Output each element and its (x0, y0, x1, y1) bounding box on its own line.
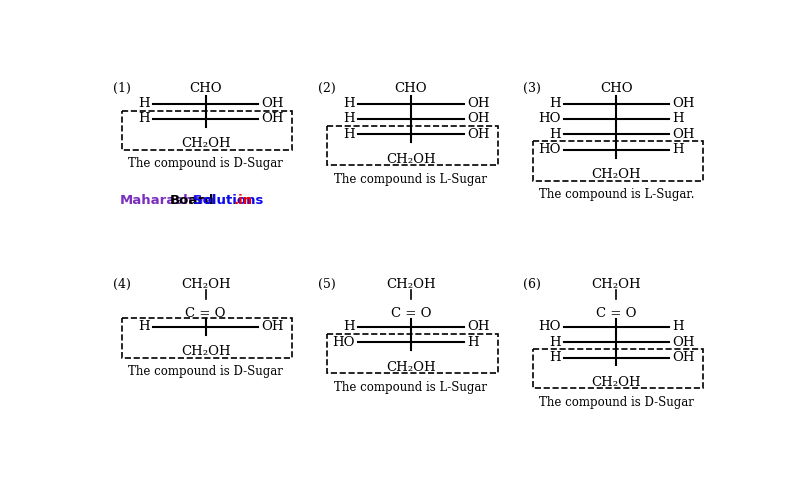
Text: (3): (3) (524, 82, 541, 95)
Text: (1): (1) (112, 82, 131, 95)
Text: H: H (672, 321, 684, 334)
Text: .in: .in (234, 195, 253, 207)
Text: The compound is D-Sugar: The compound is D-Sugar (539, 396, 694, 409)
Text: H: H (672, 112, 684, 125)
Text: HO: HO (538, 112, 561, 125)
Text: H: H (343, 97, 356, 110)
Text: HO: HO (333, 336, 356, 349)
Text: H: H (467, 336, 478, 349)
Bar (122, 110, 292, 150)
Text: CH₂OH: CH₂OH (386, 153, 436, 166)
Text: H: H (343, 112, 356, 125)
Text: (5): (5) (318, 278, 336, 291)
Text: OH: OH (467, 321, 490, 334)
Text: The compound is D-Sugar: The compound is D-Sugar (128, 157, 283, 170)
Bar (532, 141, 703, 180)
Text: OH: OH (467, 128, 490, 141)
Text: H: H (343, 128, 356, 141)
Text: C = O: C = O (391, 307, 431, 320)
Text: H: H (549, 351, 561, 364)
Text: CH₂OH: CH₂OH (181, 278, 230, 291)
Text: H: H (549, 128, 561, 141)
Text: H: H (138, 97, 149, 110)
Text: OH: OH (467, 97, 490, 110)
Text: CHO: CHO (394, 82, 427, 95)
Text: OH: OH (467, 112, 490, 125)
Bar (532, 349, 703, 389)
Text: H: H (343, 321, 356, 334)
Text: CH₂OH: CH₂OH (386, 361, 436, 374)
Bar (122, 319, 292, 358)
Text: H: H (138, 112, 149, 125)
Text: OH: OH (262, 112, 284, 125)
Bar (327, 126, 498, 165)
Text: H: H (549, 336, 561, 349)
Text: CHO: CHO (600, 82, 633, 95)
Text: HO: HO (538, 143, 561, 156)
Text: Board: Board (170, 195, 214, 207)
Text: OH: OH (672, 128, 695, 141)
Text: CH₂OH: CH₂OH (591, 278, 642, 291)
Text: OH: OH (262, 321, 284, 334)
Text: OH: OH (672, 336, 695, 349)
Text: CH₂OH: CH₂OH (181, 138, 230, 151)
Text: (2): (2) (318, 82, 336, 95)
Text: HO: HO (538, 321, 561, 334)
Text: Maharashtra: Maharashtra (120, 195, 215, 207)
Text: The compound is D-Sugar: The compound is D-Sugar (128, 365, 283, 379)
Text: The compound is L-Sugar: The compound is L-Sugar (335, 173, 487, 186)
Text: OH: OH (262, 97, 284, 110)
Text: CH₂OH: CH₂OH (386, 278, 436, 291)
Text: C = O: C = O (596, 307, 637, 320)
Text: (4): (4) (112, 278, 131, 291)
Text: (6): (6) (524, 278, 541, 291)
Text: The compound is L-Sugar: The compound is L-Sugar (335, 381, 487, 394)
Text: Solutions: Solutions (193, 195, 263, 207)
Text: The compound is L-Sugar.: The compound is L-Sugar. (539, 188, 694, 201)
Bar (327, 334, 498, 373)
Text: H: H (138, 321, 149, 334)
Text: H: H (549, 97, 561, 110)
Text: C = O: C = O (185, 307, 226, 320)
Text: CH₂OH: CH₂OH (591, 168, 642, 181)
Text: H: H (672, 143, 684, 156)
Text: CH₂OH: CH₂OH (591, 376, 642, 389)
Text: CH₂OH: CH₂OH (181, 345, 230, 358)
Text: CHO: CHO (189, 82, 222, 95)
Text: OH: OH (672, 97, 695, 110)
Text: OH: OH (672, 351, 695, 364)
